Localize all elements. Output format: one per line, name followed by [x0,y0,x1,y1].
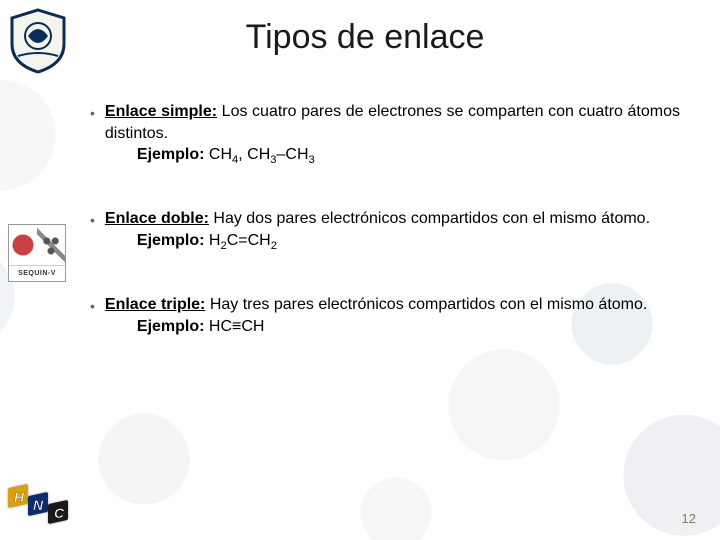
svg-text:H: H [14,489,25,505]
hnc-logo: H N C [6,480,70,534]
sequin-logo: SEQUIN-V [8,224,66,282]
ejemplo-value: H2C=CH2 [204,232,276,249]
sequin-label: SEQUIN-V [9,265,65,281]
item-text: Hay dos pares electrónicos compartidos c… [209,210,650,227]
item-head: Enlace triple: [105,296,205,313]
ejemplo-value: CH4, CH3–CH3 [204,146,314,163]
bullet-enlace-triple: • Enlace triple: Hay tres pares electrón… [90,294,680,337]
slide-title: Tipos de enlace [50,18,680,57]
bullet-dot-icon: • [90,104,95,168]
page-number: 12 [682,511,696,526]
bullet-enlace-simple: • Enlace simple: Los cuatro pares de ele… [90,101,680,168]
item-head: Enlace simple: [105,103,217,120]
ejemplo-label: Ejemplo: [137,146,205,163]
slide-content: Tipos de enlace • Enlace simple: Los cua… [0,0,720,338]
ejemplo-value: HC≡CH [204,318,264,335]
ejemplo-label: Ejemplo: [137,318,205,335]
ejemplo-label: Ejemplo: [137,232,205,249]
item-head: Enlace doble: [105,210,209,227]
unam-shield-logo [8,8,68,74]
svg-text:C: C [54,505,65,521]
bullet-dot-icon: • [90,211,95,254]
bullet-enlace-doble: • Enlace doble: Hay dos pares electrónic… [90,208,680,254]
bullet-dot-icon: • [90,297,95,337]
item-text: Hay tres pares electrónicos compartidos … [205,296,647,313]
svg-text:N: N [33,497,44,513]
